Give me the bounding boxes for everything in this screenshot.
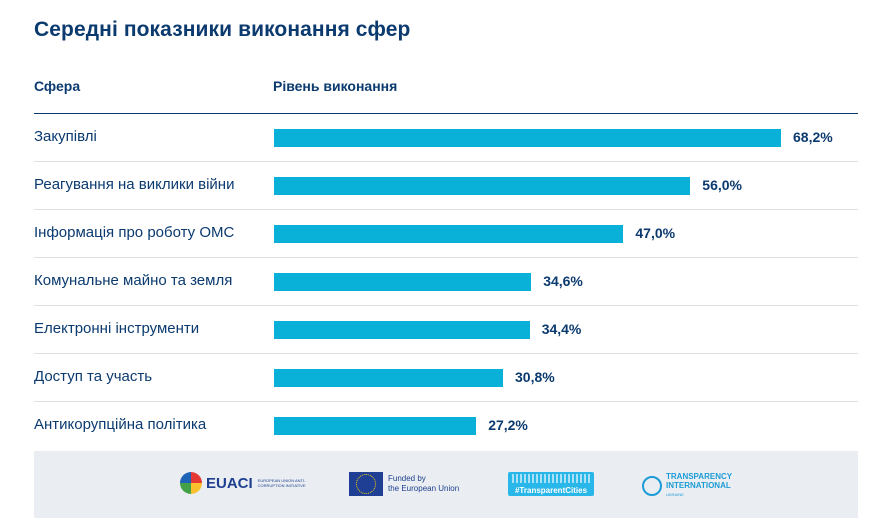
partner-logos-footer: EUACI EUROPEAN UNION ANTI-CORRUPTION INI… <box>34 451 858 518</box>
ti-line2: INTERNATIONAL <box>666 481 731 490</box>
row-divider <box>34 257 858 258</box>
chart-row: Реагування на виклики війни 56,0% <box>34 162 858 210</box>
skyline-icon <box>512 474 590 483</box>
category-label: Доступ та участь <box>34 368 153 385</box>
ti-line1: TRANSPARENCY <box>666 472 733 481</box>
transparent-cities-label: #TransparentCities <box>514 486 588 495</box>
transparency-international-logo: TRANSPARENCY INTERNATIONAL UKRAINE <box>642 472 732 499</box>
row-divider <box>34 353 858 354</box>
eu-flag-icon <box>349 472 383 496</box>
row-divider <box>34 401 858 402</box>
chart-row: Інформація про роботу ОМС 47,0% <box>34 210 858 258</box>
bar <box>274 321 530 339</box>
bar <box>274 177 691 195</box>
ti-icon <box>642 475 662 496</box>
bar <box>274 129 781 147</box>
header-divider <box>34 113 858 114</box>
category-label: Комунальне майно та земля <box>34 272 233 289</box>
chart-row: Електронні інструменти 34,4% <box>34 306 858 354</box>
category-label: Антикорупційна політика <box>34 416 207 433</box>
eu-funded-logo: Funded by the European Union <box>349 472 459 496</box>
category-label: Електронні інструменти <box>34 320 200 337</box>
value-label: 47,0% <box>635 225 676 241</box>
eu-funded-text: Funded by the European Union <box>388 474 459 494</box>
row-divider <box>34 305 858 306</box>
ti-text: TRANSPARENCY INTERNATIONAL UKRAINE <box>666 472 732 499</box>
ti-line3: UKRAINE <box>666 492 684 497</box>
column-header-sphere: Сфера <box>34 78 81 94</box>
chart-row: Закупівлі 68,2% <box>34 114 858 162</box>
bar <box>274 369 503 387</box>
value-label: 56,0% <box>702 177 742 193</box>
bar <box>274 225 624 243</box>
value-label: 30,8% <box>515 369 555 385</box>
column-header-level: Рівень виконання <box>273 78 398 94</box>
page-title: Середні показники виконання сфер <box>34 18 411 41</box>
bar <box>274 273 532 291</box>
eu-funded-line2: the European Union <box>388 484 460 493</box>
value-label: 34,4% <box>541 321 582 337</box>
row-divider <box>34 161 858 162</box>
chart-row: Комунальне майно та земля 34,6% <box>34 258 858 306</box>
euaci-icon <box>180 472 202 494</box>
category-label: Інформація про роботу ОМС <box>34 224 235 241</box>
value-label: 27,2% <box>488 417 528 433</box>
category-label: Реагування на виклики війни <box>34 176 235 193</box>
value-label: 68,2% <box>793 129 833 145</box>
eu-funded-line1: Funded by <box>388 474 426 483</box>
euaci-subtitle: EUROPEAN UNION ANTI-CORRUPTION INITIATIV… <box>257 478 306 488</box>
row-divider <box>34 209 858 210</box>
chart-row: Доступ та участь 30,8% <box>34 354 858 402</box>
bar <box>274 417 477 435</box>
category-label: Закупівлі <box>34 128 97 145</box>
transparent-cities-logo: #TransparentCities <box>508 472 594 496</box>
transparent-cities-badge: #TransparentCities <box>508 472 594 496</box>
euaci-logo: EUACI EUROPEAN UNION ANTI-CORRUPTION INI… <box>180 472 308 494</box>
value-label: 34,6% <box>543 273 583 289</box>
euaci-wordmark: EUACI <box>206 474 253 492</box>
chart-row: Антикорупційна політика 27,2% <box>34 402 858 450</box>
